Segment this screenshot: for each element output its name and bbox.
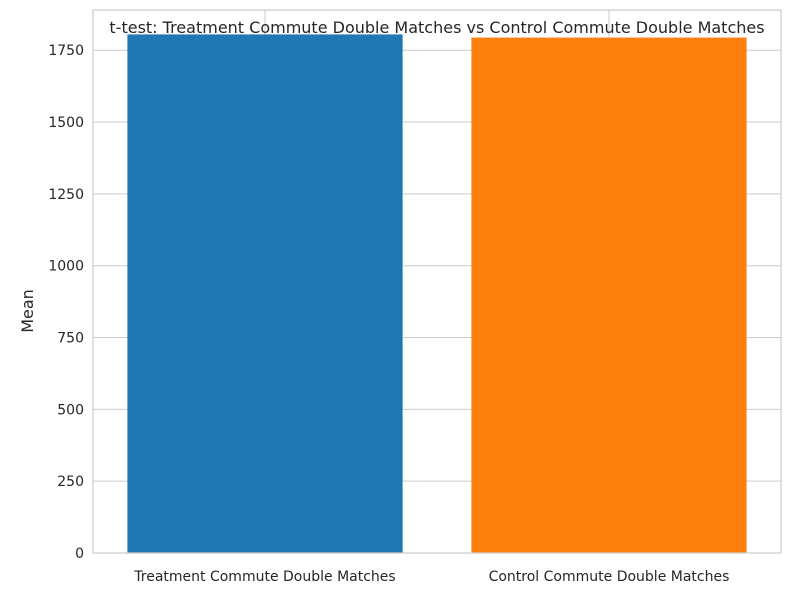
y-tick-label: 250 — [57, 474, 84, 490]
y-tick-label: 0 — [75, 546, 84, 562]
chart-title: t-test: Treatment Commute Double Matches… — [109, 18, 764, 37]
bars — [127, 34, 747, 554]
plot-frame — [92, 9, 782, 554]
bar — [471, 37, 747, 554]
y-tick-label: 1500 — [48, 115, 84, 131]
y-tick-labels: 0 250 500 750 1000 1250 1500 1750 — [48, 43, 84, 562]
y-tick-label: 1000 — [48, 259, 84, 275]
y-tick-label: 1750 — [48, 43, 84, 59]
y-tick-label: 1250 — [48, 187, 84, 203]
x-tick-label: Treatment Commute Double Matches — [133, 569, 395, 585]
x-tick-labels: Treatment Commute Double Matches Control … — [133, 569, 729, 585]
y-tick-label: 750 — [57, 331, 84, 347]
bar — [127, 34, 403, 553]
y-tick-label: 500 — [57, 402, 84, 418]
y-axis-label: Mean — [18, 289, 37, 333]
x-tick-label: Control Commute Double Matches — [489, 569, 730, 585]
